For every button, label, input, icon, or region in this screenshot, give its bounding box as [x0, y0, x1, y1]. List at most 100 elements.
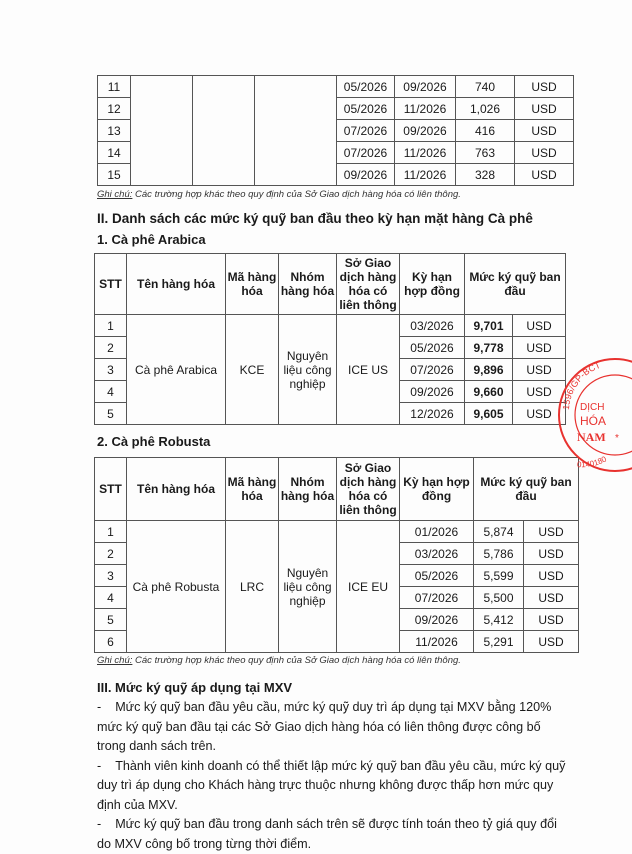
- currency-cell: USD: [514, 163, 574, 186]
- paragraph: - Mức ký quỹ ban đầu trong danh sách trê…: [97, 817, 557, 851]
- margin-value-cell: 763: [455, 141, 515, 164]
- arabica-margin-table: STT Tên hàng hóa Mã hàng hóa Nhóm hàng hóa S…: [94, 253, 567, 425]
- stt-cell: 14: [97, 141, 131, 164]
- margin-value-cell: 9,660: [464, 380, 513, 403]
- stt-cell: 12: [97, 97, 131, 120]
- table-row: 5 09/2026 5,412 USD: [94, 608, 580, 631]
- robusta-title: 2. Cà phê Robusta: [97, 434, 211, 449]
- code-header: Mã hàng hóa: [225, 457, 279, 521]
- margin-value-cell: 9,605: [464, 402, 513, 425]
- table-row: 1 Cà phê Robusta LRC Nguyên liệu công nghiệ…: [94, 520, 580, 653]
- term-cell: 07/2026: [399, 586, 474, 609]
- section-3-body: - Mức ký quỹ ban đầu yêu cầu, mức ký quỹ…: [97, 698, 572, 854]
- term-cell: 07/2026: [399, 358, 465, 381]
- term-header: Kỳ hạn hợp đồng: [399, 457, 474, 521]
- margin-header: Mức ký quỹ ban đầu: [463, 253, 567, 315]
- term-cell: 05/2026: [399, 336, 465, 359]
- currency-cell: USD: [511, 336, 567, 359]
- note-2: Ghi chú: Các trường hợp khác theo quy đị…: [97, 655, 461, 666]
- stt-cell: 3: [94, 564, 127, 587]
- currency-cell: USD: [522, 608, 580, 631]
- code-header: Mã hàng hóa: [225, 253, 279, 315]
- table-row: 4 09/2026 9,660 USD: [94, 380, 567, 403]
- merged-empty-cell: [254, 75, 337, 186]
- exchange-cell: ICE US: [336, 314, 400, 425]
- table-row: 15 09/2026 11/2026 328 USD: [97, 163, 574, 186]
- exchange-header: Sở Giao dịch hàng hóa có liên thông: [336, 457, 400, 521]
- name-header: Tên hàng hóa: [126, 457, 226, 521]
- margin-value-cell: 9,778: [464, 336, 513, 359]
- header-row: STT Tên hàng hóa Mã hàng hóa Nhóm hàng hóa S…: [94, 253, 567, 315]
- commodity-group-cell: Nguyên liệu công nghiệp: [278, 314, 337, 425]
- stt-cell: 15: [97, 163, 131, 186]
- merged-empty-cell: [192, 75, 255, 186]
- to-term-cell: 09/2026: [394, 75, 456, 98]
- currency-cell: USD: [522, 586, 580, 609]
- currency-cell: USD: [514, 141, 574, 164]
- margin-value-cell: 5,500: [473, 586, 524, 609]
- currency-cell: USD: [514, 97, 574, 120]
- note-1: Ghi chú: Các trường hợp khác theo quy đị…: [97, 189, 461, 200]
- currency-cell: USD: [511, 314, 567, 337]
- stt-cell: 13: [97, 119, 131, 142]
- stt-cell: 3: [94, 358, 127, 381]
- margin-value-cell: 328: [455, 163, 515, 186]
- svg-text:DỊCH: DỊCH: [580, 402, 604, 413]
- stt-cell: 11: [97, 75, 131, 98]
- currency-cell: USD: [514, 119, 574, 142]
- to-term-cell: 09/2026: [394, 119, 456, 142]
- commodity-code-cell: LRC: [225, 520, 279, 653]
- margin-value-cell: 5,291: [473, 630, 524, 653]
- to-term-cell: 11/2026: [394, 163, 456, 186]
- term-cell: 09/2026: [399, 380, 465, 403]
- company-seal-stamp: 1596/GP-BCT DỊCH HÓA NAM * 0140180: [558, 358, 632, 472]
- group-header: Nhóm hàng hóa: [278, 253, 337, 315]
- stt-cell: 1: [94, 520, 127, 543]
- commodity-name-cell: Cà phê Robusta: [126, 520, 226, 653]
- table-row: 3 05/2026 5,599 USD: [94, 564, 580, 587]
- table-row: 2 03/2026 5,786 USD: [94, 542, 580, 565]
- table-row: 12 05/2026 11/2026 1,026 USD: [97, 97, 574, 120]
- spread-margin-table-continuation: 11 05/2026 09/2026 740 USD 12 05/2026 11/2026 1,…: [97, 75, 574, 186]
- exchange-header: Sở Giao dịch hàng hóa có liên thông: [336, 253, 400, 315]
- currency-cell: USD: [511, 380, 567, 403]
- margin-value-cell: 9,896: [464, 358, 513, 381]
- margin-value-cell: 5,599: [473, 564, 524, 587]
- margin-value-cell: 416: [455, 119, 515, 142]
- term-cell: 12/2026: [399, 402, 465, 425]
- group-header: Nhóm hàng hóa: [278, 457, 337, 521]
- stt-header: STT: [94, 457, 127, 521]
- currency-cell: USD: [514, 75, 574, 98]
- stt-cell: 5: [94, 402, 127, 425]
- margin-value-cell: 1,026: [455, 97, 515, 120]
- term-cell: 09/2026: [399, 608, 474, 631]
- paragraph: - Thành viên kinh doanh có thể thiết lập…: [97, 758, 566, 812]
- commodity-name-cell: Cà phê Arabica: [126, 314, 226, 425]
- from-term-cell: 05/2026: [336, 75, 395, 98]
- margin-value-cell: 5,412: [473, 608, 524, 631]
- from-term-cell: 07/2026: [336, 119, 395, 142]
- commodity-code-cell: KCE: [225, 314, 279, 425]
- currency-cell: USD: [522, 520, 580, 543]
- from-term-cell: 05/2026: [336, 97, 395, 120]
- term-cell: 03/2026: [399, 542, 474, 565]
- stt-cell: 2: [94, 336, 127, 359]
- term-cell: 05/2026: [399, 564, 474, 587]
- table-row: 14 07/2026 11/2026 763 USD: [97, 141, 574, 164]
- margin-value-cell: 740: [455, 75, 515, 98]
- paragraph: - Mức ký quỹ ban đầu yêu cầu, mức ký quỹ…: [97, 700, 552, 753]
- svg-text:*: *: [615, 433, 619, 444]
- from-term-cell: 07/2026: [336, 141, 395, 164]
- stt-cell: 4: [94, 586, 127, 609]
- stt-cell: 6: [94, 630, 127, 653]
- currency-cell: USD: [511, 402, 567, 425]
- table-row: 2 05/2026 9,778 USD: [94, 336, 567, 359]
- currency-cell: USD: [511, 358, 567, 381]
- term-cell: 03/2026: [399, 314, 465, 337]
- svg-text:0140180: 0140180: [577, 454, 609, 469]
- stt-cell: 1: [94, 314, 127, 337]
- term-cell: 01/2026: [399, 520, 474, 543]
- from-term-cell: 09/2026: [336, 163, 395, 186]
- margin-header: Mức ký quỹ ban đầu: [472, 457, 580, 521]
